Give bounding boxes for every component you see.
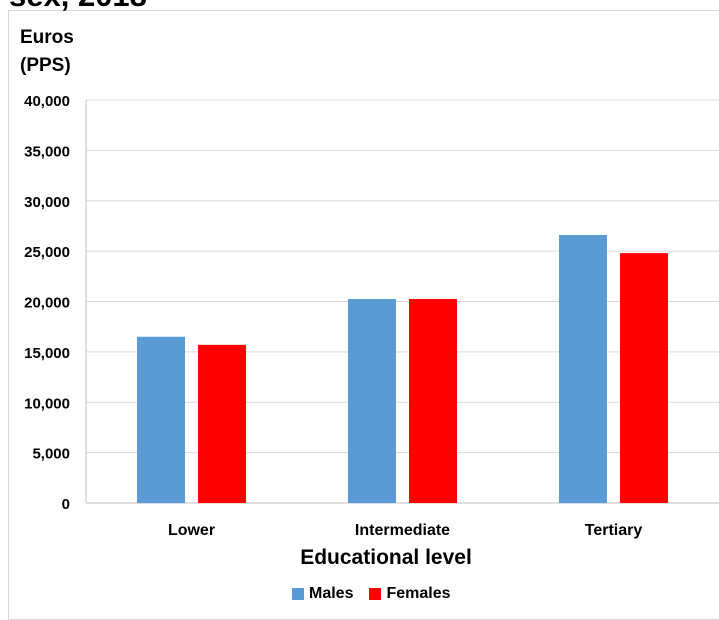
bar-females-lower [198, 344, 246, 503]
y-tick-label: 10,000 [24, 395, 70, 412]
x-axis-label: Educational level [300, 546, 472, 569]
y-tick-label: 15,000 [24, 345, 70, 362]
legend-item-males: Males [292, 585, 353, 603]
y-tick-label: 0 [62, 496, 70, 513]
chart-title: sex, 2018 [9, 0, 147, 14]
y-tick-label: 25,000 [24, 244, 70, 261]
x-tick-label: Intermediate [355, 522, 450, 539]
y-tick-label: 40,000 [24, 93, 70, 110]
bar-females-intermediate [409, 298, 457, 503]
legend-item-females: Females [369, 585, 451, 603]
legend: Males Females [292, 585, 467, 603]
legend-label-females: Females [386, 585, 451, 602]
y-tick-label: 30,000 [24, 194, 70, 211]
legend-swatch-females [369, 588, 382, 600]
bar-males-intermediate [348, 298, 396, 503]
bar-males-lower [137, 336, 185, 503]
y-tick-label: 5,000 [32, 446, 70, 463]
bar-females-tertiary [620, 253, 668, 503]
legend-swatch-males [292, 588, 304, 600]
y-axis-label: Euros (PPS) [20, 24, 74, 80]
bar-males-tertiary [559, 235, 607, 503]
y-axis-label-line-1: Euros [20, 27, 74, 48]
y-tick-label: 20,000 [24, 295, 70, 312]
y-tick-label: 35,000 [24, 143, 70, 160]
y-axis-label-line-2: (PPS) [20, 55, 71, 76]
x-tick-label: Tertiary [585, 522, 643, 539]
legend-label-males: Males [309, 585, 354, 602]
x-tick-label: Lower [168, 522, 215, 539]
